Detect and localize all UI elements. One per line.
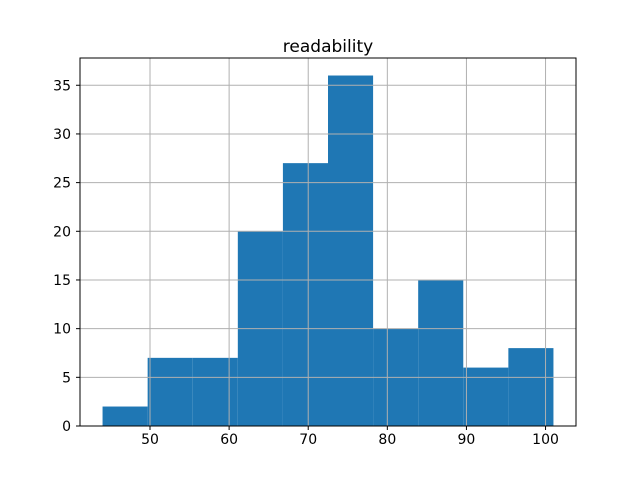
y-tick-label: 30	[53, 127, 71, 143]
y-tick-label: 5	[62, 370, 71, 386]
y-tick-label: 25	[53, 176, 71, 192]
x-tick-label: 100	[532, 432, 559, 448]
histogram-bar	[508, 348, 554, 426]
plot-frame	[79, 57, 577, 427]
histogram-bar	[328, 75, 374, 427]
chart-title: readability	[282, 37, 374, 57]
y-tick-label: 35	[53, 78, 71, 94]
y-tick-label: 0	[62, 419, 71, 435]
x-tick-label: 50	[141, 432, 159, 448]
histogram-bar	[192, 357, 238, 426]
histogram-bar	[147, 357, 193, 426]
y-tick-label: 15	[53, 273, 71, 289]
x-tick-label: 80	[378, 432, 396, 448]
x-tick-label: 60	[220, 432, 238, 448]
histogram-bar	[463, 367, 509, 426]
histogram-bar	[418, 279, 464, 426]
histogram-bar	[102, 406, 148, 426]
histogram-bar	[282, 163, 328, 426]
y-tick-label: 10	[53, 322, 71, 338]
x-tick-label: 70	[299, 432, 317, 448]
x-tick-label: 90	[458, 432, 476, 448]
y-tick-label: 20	[53, 224, 71, 240]
